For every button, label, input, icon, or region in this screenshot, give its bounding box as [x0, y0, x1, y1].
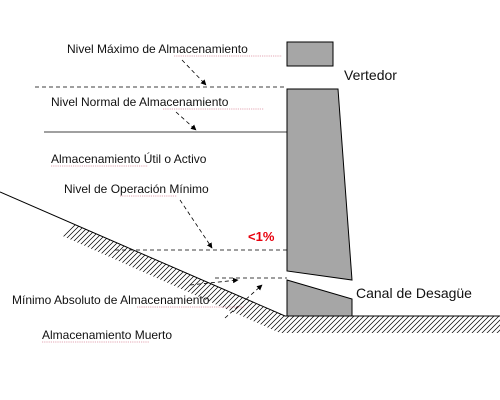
hatch-line	[409, 192, 500, 333]
hatch-line	[14, 192, 166, 333]
hatch-line	[389, 192, 500, 333]
hatch-line	[44, 192, 196, 333]
hatch-line	[0, 192, 151, 333]
hatch-line	[439, 192, 500, 333]
hatch-line	[94, 192, 246, 333]
hatch-line	[114, 192, 266, 333]
hatch-line	[369, 192, 500, 333]
spillway-label: Vertedor	[344, 67, 397, 83]
hatch-line	[99, 192, 251, 333]
outlet-channel-label: Canal de Desagüe	[356, 285, 472, 301]
hatch-line	[74, 192, 226, 333]
hatch-line	[469, 192, 500, 333]
dam-body	[286, 88, 353, 281]
hatch-line	[34, 192, 186, 333]
ground-terrain	[0, 191, 500, 333]
hatch-line	[359, 192, 500, 333]
arrow-max-level	[181, 59, 207, 86]
arrow-min-operation-level	[179, 199, 213, 249]
ground-hatching	[0, 192, 500, 333]
hatch-line	[459, 192, 500, 333]
hatch-line	[4, 192, 156, 333]
hatch-line	[69, 192, 221, 333]
hatch-line	[0, 192, 136, 333]
hatch-line	[79, 192, 231, 333]
hatch-line	[109, 192, 261, 333]
ground-surface-line	[0, 191, 500, 317]
hatch-line	[379, 192, 500, 333]
hatch-line	[489, 192, 500, 333]
hatch-line	[0, 192, 131, 333]
hatch-line	[104, 192, 256, 333]
hatch-line	[0, 192, 126, 333]
hatch-line	[54, 192, 206, 333]
hatch-line	[479, 192, 500, 333]
hatch-line	[89, 192, 241, 333]
hatch-line	[29, 192, 181, 333]
hatch-line	[84, 192, 236, 333]
absolute-min-storage-label: Mínimo Absoluto de Almacenamiento	[12, 293, 210, 307]
arrow-dead-storage	[224, 284, 263, 319]
arrow-absolute-min	[189, 277, 239, 286]
dam-upper-block	[286, 41, 334, 67]
hatch-line	[0, 192, 146, 333]
dead-storage-label: Almacenamiento Muerto	[42, 328, 172, 342]
hatch-line	[9, 192, 161, 333]
max-level-label: Nivel Máximo de Almacenamiento	[67, 42, 248, 56]
hatch-line	[0, 192, 121, 333]
hatch-line	[49, 192, 201, 333]
hatch-line	[399, 192, 500, 333]
normal-level-label: Nivel Normal de Almacenamiento	[51, 95, 229, 109]
useful-storage-label: Almacenamiento Útil o Activo	[51, 151, 207, 166]
percent-note: <1%	[248, 229, 275, 244]
hatch-line	[64, 192, 216, 333]
min-operation-level-label: Nivel de Operación Mínimo	[64, 182, 209, 196]
hatch-line	[0, 192, 141, 333]
dam-base-block	[286, 279, 353, 317]
hatch-line	[419, 192, 500, 333]
arrow-normal-level	[175, 111, 197, 131]
hatch-line	[19, 192, 171, 333]
hatch-line	[454, 192, 500, 333]
hatch-line	[0, 192, 116, 333]
hatch-line	[59, 192, 211, 333]
spellcheck-underlines	[42, 55, 282, 343]
hatch-line	[0, 192, 111, 333]
hatch-line	[429, 192, 500, 333]
